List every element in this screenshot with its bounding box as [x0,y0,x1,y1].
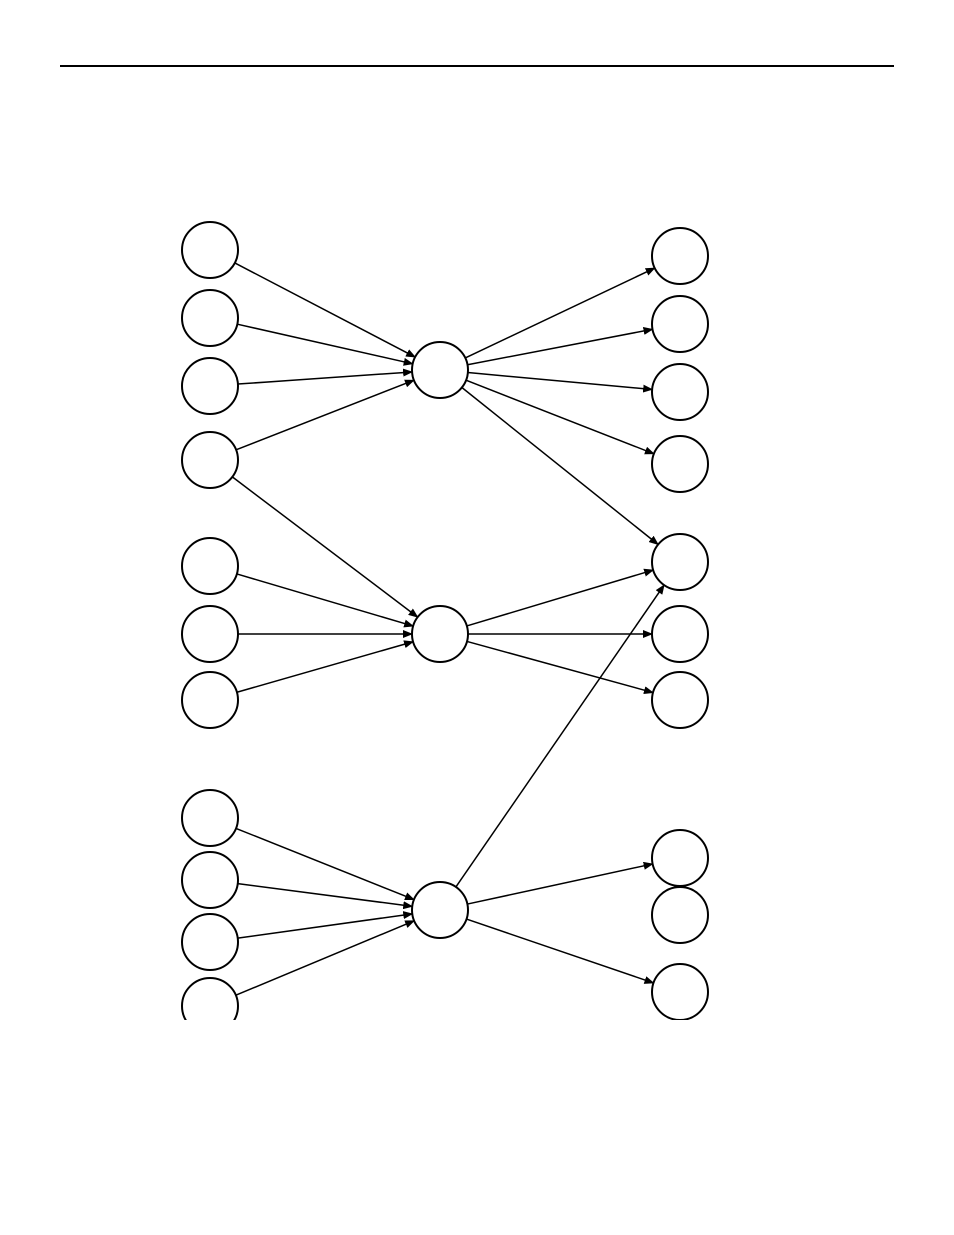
node-R8 [652,830,708,886]
edge-M3-R5 [456,585,664,887]
edge-M2-R5 [467,570,653,626]
node-M1 [412,342,468,398]
node-L1 [182,222,238,278]
node-M3 [412,882,468,938]
edge-M1-R1 [465,268,654,358]
node-L2 [182,290,238,346]
edge-L10-M3 [238,914,413,938]
edge-L3-M1 [238,372,412,384]
edge-M1-R4 [466,380,654,454]
page-top-rule [60,65,894,67]
node-L3 [182,358,238,414]
node-L9 [182,852,238,908]
node-R5 [652,534,708,590]
node-L4 [182,432,238,488]
node-R1 [652,228,708,284]
node-L6 [182,606,238,662]
nodes-layer [182,222,708,1020]
node-M2 [412,606,468,662]
edge-L7-M2 [237,642,413,693]
edge-M1-R3 [468,373,652,390]
edge-L5-M2 [237,574,413,626]
edge-L8-M3 [236,828,414,899]
edge-L2-M1 [237,324,412,364]
edge-L4-M2 [232,477,417,617]
node-L5 [182,538,238,594]
edge-M1-R2 [467,329,652,364]
node-L11 [182,978,238,1020]
node-R7 [652,672,708,728]
edge-L4-M1 [236,380,414,450]
edge-M3-R8 [467,864,652,904]
node-R3 [652,364,708,420]
edge-L9-M3 [238,884,412,907]
node-R2 [652,296,708,352]
edge-L1-M1 [235,263,415,357]
node-R6 [652,606,708,662]
edge-M1-R5 [462,387,658,544]
node-L8 [182,790,238,846]
node-L7 [182,672,238,728]
node-R9 [652,887,708,943]
edge-M3-R10 [466,919,653,983]
edge-M2-R7 [467,641,653,692]
edge-L11-M3 [236,921,414,995]
node-R10 [652,964,708,1020]
node-R4 [652,436,708,492]
node-L10 [182,914,238,970]
network-diagram [170,210,730,1020]
